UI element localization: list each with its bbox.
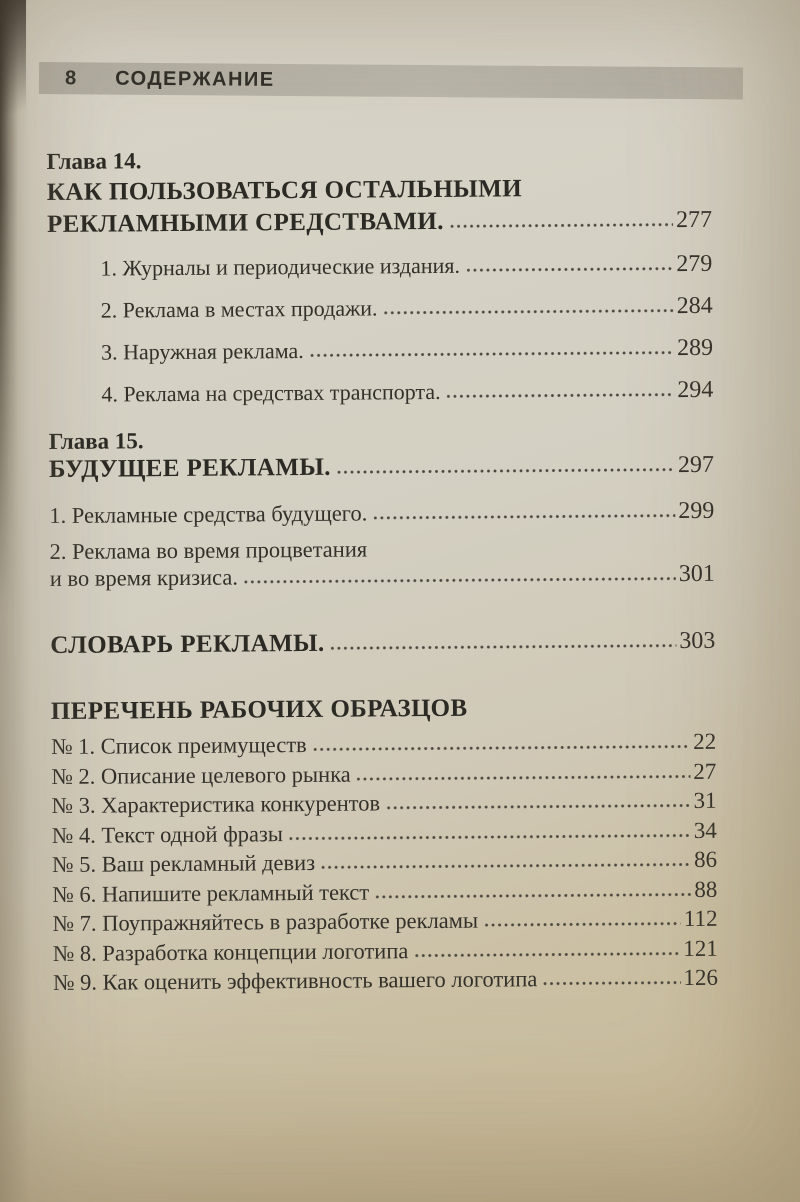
top-left-corner-shadow	[0, 0, 26, 150]
toc-entry-label: и во время кризиса.	[49, 564, 239, 592]
chapter14-title-line1: КАК ПОЛЬЗОВАТЬСЯ ОСТАЛЬНЫМИ	[46, 175, 523, 207]
toc-entry-page: 86	[693, 846, 718, 872]
samples-title: ПЕРЕЧЕНЬ РАБОЧИХ ОБРАЗЦОВ	[50, 694, 468, 725]
toc-entry: 2. Реклама в местах продажи. 284	[48, 293, 713, 325]
toc-entry-label: 1. Рекламные средства будущего.	[49, 500, 368, 529]
glossary-page: 303	[679, 627, 716, 655]
chapter15-title: БУДУЩЕЕ РЕКЛАМЫ.	[48, 453, 332, 484]
chapter14-title-row: РЕКЛАМНЫМИ СРЕДСТВАМИ. 277	[47, 206, 712, 239]
dot-leader	[543, 980, 681, 987]
toc-entry-wrapped-line2: и во время кризиса. 301	[50, 561, 715, 593]
dot-leader	[373, 513, 676, 521]
toc-entry-page: 22	[693, 728, 717, 754]
toc-entry-page: 289	[676, 334, 714, 362]
toc-entry-label: № 2. Описание целевого рынка	[51, 761, 351, 789]
toc-entry-page: 299	[678, 497, 715, 525]
chapter15-page: 297	[677, 451, 715, 479]
chapter14-title-line2: РЕКЛАМНЫМИ СРЕДСТВАМИ.	[46, 207, 444, 239]
glossary-title: СЛОВАРЬ РЕКЛАМЫ.	[50, 629, 325, 659]
toc-entry-page: 88	[694, 876, 718, 902]
dot-leader	[330, 643, 677, 651]
toc-entry-page: 126	[683, 964, 719, 991]
dot-leader	[321, 861, 692, 870]
toc-entry-label: № 3. Характеристика конкурентов	[51, 790, 381, 818]
dot-leader	[414, 950, 681, 958]
dot-leader	[288, 832, 691, 841]
chapter14-items: 1. Журналы и периодические издания. 279 …	[47, 251, 713, 424]
dot-leader	[312, 743, 691, 752]
toc-entry-label: № 5. Ваш рекламный девиз	[51, 849, 316, 877]
toc-entry-label: 1. Журналы и периодические издания.	[100, 252, 461, 281]
toc-entry-page: 301	[678, 560, 715, 588]
toc-entry-wrapped-line1: 2. Реклама во время процветания	[49, 536, 368, 565]
chapter15-title-row: БУДУЩЕЕ РЕКЛАМЫ. 297	[49, 451, 714, 484]
chapter14-page: 277	[675, 206, 713, 234]
dot-leader	[356, 773, 691, 782]
toc-entry-label: 4. Реклама на средствах транспорта.	[101, 378, 441, 407]
toc-entry-label: № 6. Напишите рекламный текст	[52, 879, 370, 907]
dot-leader	[446, 392, 675, 399]
dot-leader	[375, 891, 692, 899]
dot-leader	[386, 802, 691, 811]
book-spine-shadow	[0, 0, 18, 640]
glossary-row: СЛОВАРЬ РЕКЛАМЫ. 303	[50, 627, 715, 660]
dot-leader	[309, 350, 675, 358]
toc-entry-page: 27	[693, 758, 717, 784]
toc-entry: № 9. Как оценить эффективность вашего ло…	[53, 965, 718, 1000]
toc-entry-page: 279	[676, 250, 713, 278]
toc-entry-page: 294	[677, 376, 714, 404]
toc-entry: 3. Наружная реклама. 289	[48, 335, 713, 367]
toc-entry-page: 284	[676, 292, 713, 320]
toc-entry-label: № 4. Текст одной фразы	[51, 820, 284, 848]
dot-leader	[336, 467, 676, 475]
toc-entry-page: 112	[683, 905, 718, 932]
toc-entry-page: 121	[683, 935, 718, 961]
dot-leader	[449, 222, 674, 229]
toc-entry-label: № 9. Как оценить эффективность вашего ло…	[52, 966, 538, 995]
toc-entry-page: 31	[693, 787, 717, 813]
chapter14-label: Глава 14.	[46, 148, 142, 175]
toc-entry: 4. Реклама на средствах транспорта. 294	[48, 377, 713, 409]
samples-list: № 1. Список преимуществ 22 № 2. Описание…	[51, 729, 718, 1000]
toc-entry-label: № 8. Разработка концепции логотипа	[52, 937, 409, 966]
toc-entry-label: 2. Реклама в местах продажи.	[100, 295, 378, 323]
toc-entry-label: № 1. Список преимуществ	[51, 731, 307, 759]
dot-leader	[243, 576, 676, 585]
toc-entry: 1. Журналы и периодические издания. 279	[47, 251, 712, 283]
toc-entry-label: № 7. Поупражняйтесь в разработке рекламы	[52, 907, 479, 936]
chapter15-label: Глава 15.	[48, 428, 144, 455]
dot-leader	[383, 308, 674, 316]
toc-entry-page: 34	[693, 817, 717, 843]
dot-leader	[466, 266, 674, 273]
toc-entry-label: 3. Наружная реклама.	[100, 338, 304, 365]
toc-content: Глава 14. КАК ПОЛЬЗОВАТЬСЯ ОСТАЛЬНЫМИ РЕ…	[45, 0, 719, 1202]
toc-entry: 1. Рекламные средства будущего. 299	[49, 498, 714, 530]
dot-leader	[484, 921, 681, 928]
